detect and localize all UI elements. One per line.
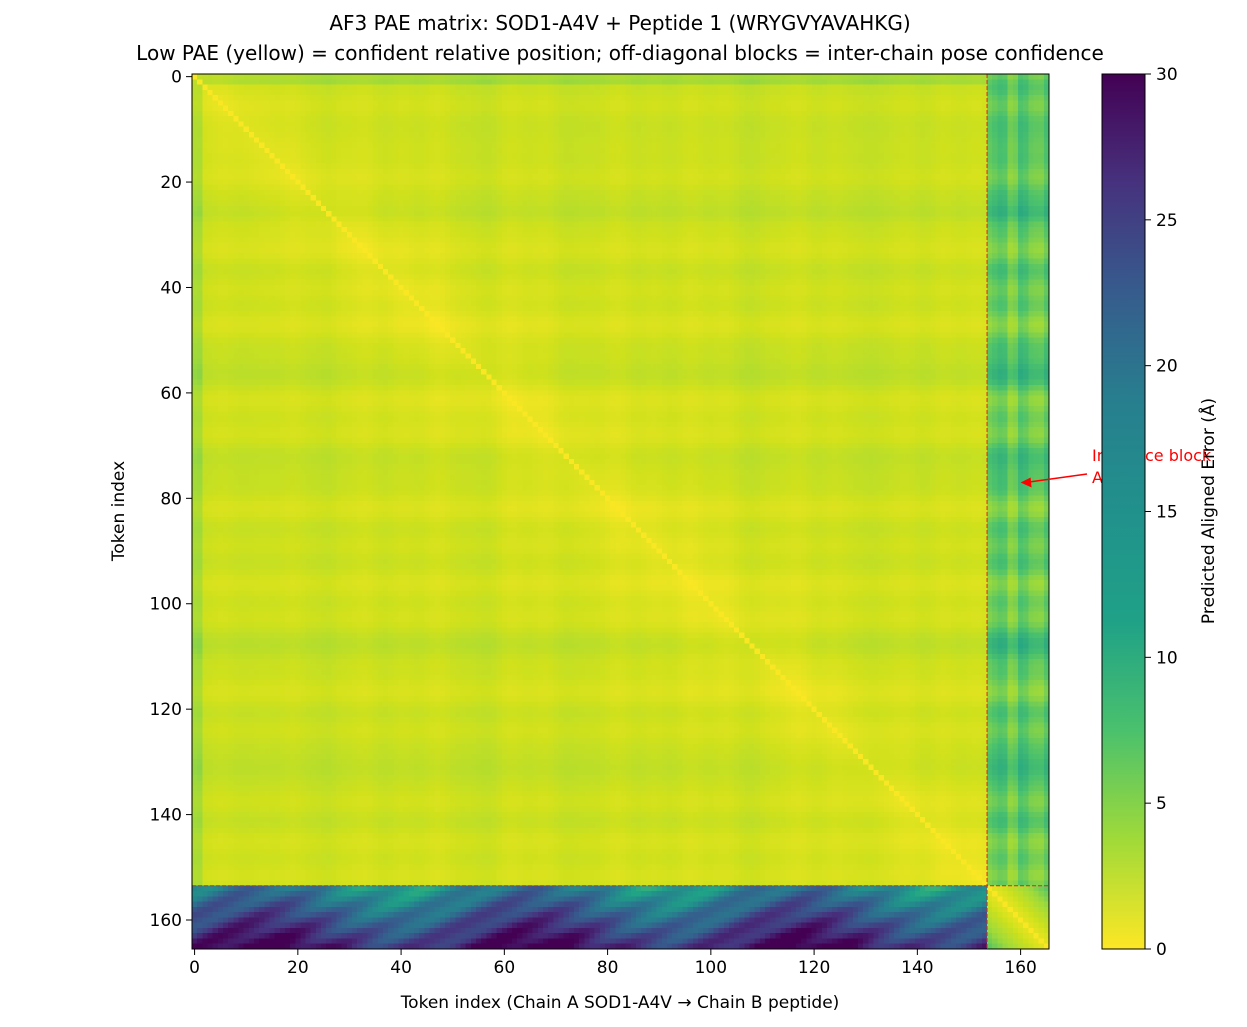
annotation-arrow	[1025, 473, 1088, 484]
y-tick-label: 20	[160, 173, 182, 193]
colorbar-tick-label: 30	[1156, 65, 1178, 85]
chart-subtitle: Low PAE (yellow) = confident relative po…	[136, 41, 1104, 65]
colorbar-tick-label: 25	[1156, 211, 1178, 231]
x-tick-label: 60	[494, 958, 516, 978]
y-tick-label: 120	[150, 700, 182, 720]
x-tick-label: 120	[798, 958, 830, 978]
y-tick-label: 40	[160, 278, 182, 298]
colorbar-tick-label: 5	[1156, 794, 1167, 814]
heatmap	[192, 74, 1049, 949]
x-tick-label: 20	[287, 958, 309, 978]
annotation-text-line2: A	[1092, 468, 1103, 487]
colorbar: 0 5 10 15 20 25 30 Predicted Aligned Error (Å)	[1101, 65, 1219, 960]
y-tick-label: 60	[160, 384, 182, 404]
x-tick-label: 0	[189, 958, 200, 978]
chart-title: AF3 PAE matrix: SOD1-A4V + Peptide 1 (WR…	[329, 11, 910, 35]
y-axis-ticks: 0 20 40 60 80 100 120 140 160	[150, 68, 192, 931]
y-tick-label: 100	[150, 595, 182, 615]
y-tick-label: 140	[150, 806, 182, 826]
colorbar-tick-label: 15	[1156, 503, 1178, 523]
colorbar-ticks: 0 5 10 15 20 25 30	[1145, 65, 1178, 960]
x-tick-label: 100	[695, 958, 727, 978]
x-tick-label: 140	[901, 958, 933, 978]
pae-heatmap-canvas	[192, 74, 1049, 949]
x-tick-label: 80	[597, 958, 619, 978]
y-axis-label: Token index	[109, 461, 129, 562]
y-tick-label: 0	[171, 68, 182, 88]
x-tick-label: 40	[390, 958, 412, 978]
annotation-arrow-head	[1020, 477, 1032, 488]
x-tick-label: 160	[1004, 958, 1036, 978]
x-axis-label: Token index (Chain A SOD1-A4V → Chain B …	[400, 993, 840, 1013]
colorbar-gradient	[1101, 73, 1146, 950]
y-tick-label: 160	[150, 911, 182, 931]
colorbar-tick-label: 20	[1156, 357, 1178, 377]
x-axis-ticks: 0 20 40 60 80 100 120 140 160	[189, 949, 1037, 978]
colorbar-tick-label: 0	[1156, 940, 1167, 960]
colorbar-tick-label: 10	[1156, 648, 1178, 668]
plot-frame	[191, 73, 1050, 950]
y-tick-label: 80	[160, 489, 182, 509]
colorbar-label: Predicted Aligned Error (Å)	[1197, 398, 1219, 624]
